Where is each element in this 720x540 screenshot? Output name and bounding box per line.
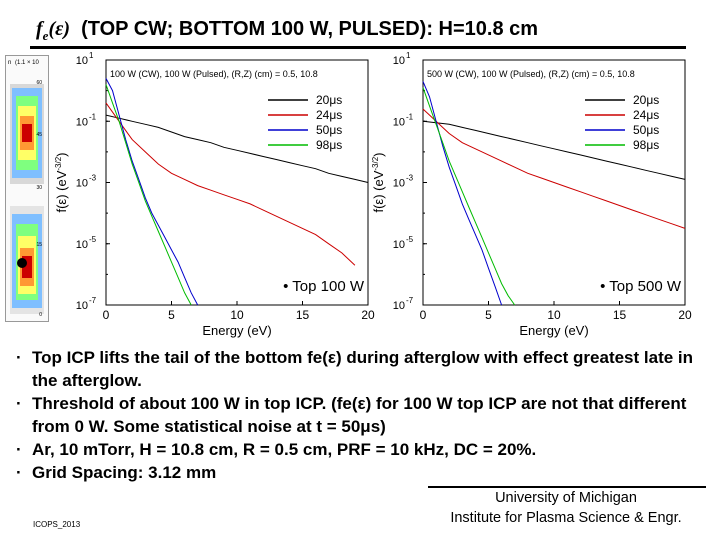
title-f-arg: (ε) [48,18,70,40]
y-tick-exponent: -7 [406,296,414,305]
legend-label: 24μs [316,108,342,122]
plot-header: 100 W (CW), 100 W (Pulsed), (R,Z) (cm) =… [110,69,318,79]
y-tick-exponent: -1 [89,112,97,121]
x-axis-label: Energy (eV) [519,323,588,338]
series-line-20us [422,120,686,180]
thumb-top-label: n [8,60,11,66]
affiliation-institute: Institute for Plasma Science & Engr. [450,510,682,526]
series-line-98us [105,84,192,306]
y-axis-label-close: ) [371,152,386,156]
plot-frame [105,59,369,306]
x-tick-label: 0 [420,308,427,322]
y-tick-exponent: -3 [89,174,97,183]
x-tick-label: 10 [547,308,561,322]
bullet-item: · Top ICP lifts the tail of the bottom fe… [14,346,704,392]
legend-label: 24μs [633,108,659,122]
y-tick-label: 10 [393,300,405,312]
bullet-text: Ar, 10 mTorr, H = 10.8 cm, R = 0.5 cm, P… [32,440,537,459]
y-axis-label-exponent: -3/2 [371,156,380,170]
x-tick-label: 5 [168,308,175,322]
affiliation-university: University of Michigan [495,490,637,506]
probe-point-marker [17,258,27,268]
bullet-list: · Top ICP lifts the tail of the bottom fe… [14,346,704,484]
series-line-50us [422,81,503,306]
bullet-text: Top ICP lifts the tail of the bottom fe(… [32,348,694,390]
title-underline [30,46,686,49]
y-axis-label-group: f(ε) (eV-3/2) [54,152,69,212]
thumb-tick: 15 [36,242,42,248]
thumb-scale-label: (1.1 × 10 [15,60,40,66]
series-line-50us [105,78,199,306]
y-tick-exponent: -3 [406,174,414,183]
thumb-lower-red [22,256,32,278]
y-tick-exponent: -7 [89,296,97,305]
y-axis-label: f(ε) (eV-3/2) [371,152,386,212]
x-tick-label: 5 [485,308,492,322]
affiliation-block: University of Michigan Institute for Pla… [426,488,706,528]
y-tick-exponent: -5 [406,235,414,244]
legend-label: 50μs [316,123,342,137]
x-tick-label: 15 [613,308,627,322]
y-axis-label-exponent: -3/2 [54,156,63,170]
x-tick-label: 10 [230,308,244,322]
conference-tag: ICOPS_2013 [33,520,81,529]
y-tick-label: 10 [393,239,405,251]
title-f-sub: e [42,28,49,43]
bullet-text: Threshold of about 100 W in top ICP. (fe… [32,394,687,436]
affiliation-rule [428,486,706,488]
thumb-tick: 60 [36,80,42,86]
legend-label: 98μs [633,138,659,152]
slide-title: fe(ε) (TOP CW; BOTTOM 100 W, PULSED): H=… [36,18,538,44]
series-line-24us [105,102,356,266]
bullet-dot: · [16,440,22,459]
bullet-dot: · [16,394,22,413]
bullet-text: Grid Spacing: 3.12 mm [32,463,217,482]
bullet-dot: · [16,348,22,367]
x-tick-label: 0 [103,308,110,322]
panel-note: • Top 100 W [283,278,365,295]
thumb-red-core [22,124,32,142]
bullet-item: · Ar, 10 mTorr, H = 10.8 cm, R = 0.5 cm, … [14,438,704,461]
bullet-item: · Threshold of about 100 W in top ICP. (f… [14,392,704,438]
legend-label: 20μs [633,93,659,107]
title-f: f [36,18,43,40]
y-tick-exponent: -5 [89,235,97,244]
eedf-plot-top-500w: 500 W (CW), 100 W (Pulsed), (R,Z) (cm) =… [371,52,692,338]
plot-header: 500 W (CW), 100 W (Pulsed), (R,Z) (cm) =… [427,69,635,79]
panel-note: • Top 500 W [600,278,682,295]
y-tick-label: 10 [76,55,88,67]
series-line-98us [422,87,516,306]
y-tick-label: 10 [76,239,88,251]
legend-label: 50μs [633,123,659,137]
y-tick-label: 10 [76,300,88,312]
x-tick-label: 15 [296,308,310,322]
thumb-tick: 45 [36,132,42,138]
y-tick-label: 10 [76,178,88,190]
y-tick-exponent: 1 [89,52,94,60]
y-tick-exponent: -1 [406,112,414,121]
thumb-tick: 30 [36,185,42,191]
density-contour-thumbnail: n (1.1 × 10 60 45 30 15 0 [5,55,49,322]
thumb-tick: 0 [39,312,42,318]
y-tick-label: 10 [393,116,405,128]
title-text: (TOP CW; BOTTOM 100 W, PULSED): H=10.8 c… [81,18,539,40]
y-axis-label-group: f(ε) (eV-3/2) [371,152,386,212]
x-tick-label: 20 [678,308,692,322]
series-line-24us [422,108,686,229]
y-tick-label: 10 [393,55,405,67]
y-axis-label-close: ) [54,152,69,156]
legend-label: 98μs [316,138,342,152]
bullet-dot: · [16,463,22,482]
x-tick-label: 20 [361,308,375,322]
y-tick-label: 10 [76,116,88,128]
x-axis-label: Energy (eV) [202,323,271,338]
eedf-plot-top-100w: 100 W (CW), 100 W (Pulsed), (R,Z) (cm) =… [54,52,375,338]
bullet-item: · Grid Spacing: 3.12 mm [14,461,704,484]
legend-label: 20μs [316,93,342,107]
y-tick-exponent: 1 [406,52,411,60]
y-axis-label: f(ε) (eV-3/2) [54,152,69,212]
y-tick-label: 10 [393,178,405,190]
series-line-20us [105,114,369,183]
